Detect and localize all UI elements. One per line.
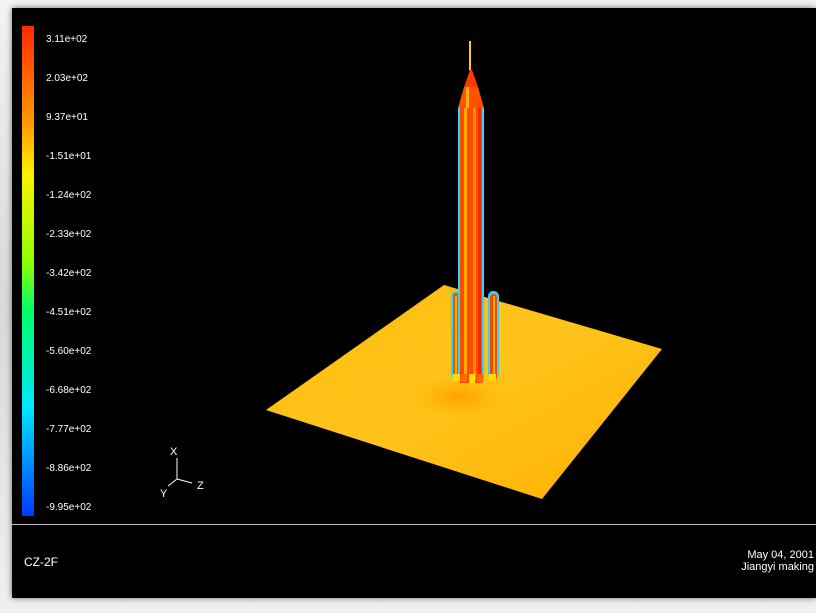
footer-credits: May 04, 2001 Jiangyi making [741,549,814,573]
colorbar-tick-label: -3.42e+02 [46,268,92,279]
visualization-viewport[interactable]: 3.11e+02 2.03e+02 9.37e+01 -1.51e+01 -1.24e+… [12,8,816,598]
colorbar-tick-label: -5.60e+02 [46,346,92,357]
colorbar-tick-label: -4.51e+02 [46,307,92,318]
colorbar-tick-label: 3.11e+02 [46,34,88,45]
footer-divider [12,524,816,525]
date-label: May 04, 2001 [747,549,814,561]
colorbar-gradient [22,26,34,516]
axis-triad: X Z Y [160,446,204,500]
ground-shadow [408,375,508,419]
colorbar-tick-label: -1.24e+02 [46,190,92,201]
colorbar-tick-label: -7.77e+02 [46,424,92,435]
colorbar-tick-label: -1.51e+01 [46,151,92,162]
core-stage [458,107,484,383]
engine-nozzles [453,374,496,383]
case-name: CZ-2F [24,555,58,569]
colorbar-tick-label: -6.68e+02 [46,385,92,396]
colorbar-labels: 3.11e+02 2.03e+02 9.37e+01 -1.51e+01 -1.24e+… [46,8,166,528]
axis-y-label: Y [160,488,168,500]
colorbar-tick-label: 9.37e+01 [46,112,88,123]
booster-right [488,291,499,380]
axis-z-label: Z [197,480,204,492]
author-label: Jiangyi making [741,561,814,573]
colorbar-tick-label: -2.33e+02 [46,229,92,240]
nose-fairing [458,41,484,108]
colorbar-tick-label: -8.86e+02 [46,463,92,474]
footer-bar: CZ-2F May 04, 2001 Jiangyi making [12,525,816,598]
colorbar-tick-label: -9.95e+02 [46,502,92,513]
rocket-surface-plot [266,41,662,499]
axis-x-label: X [170,446,178,458]
colorbar-tick-label: 2.03e+02 [46,73,88,84]
